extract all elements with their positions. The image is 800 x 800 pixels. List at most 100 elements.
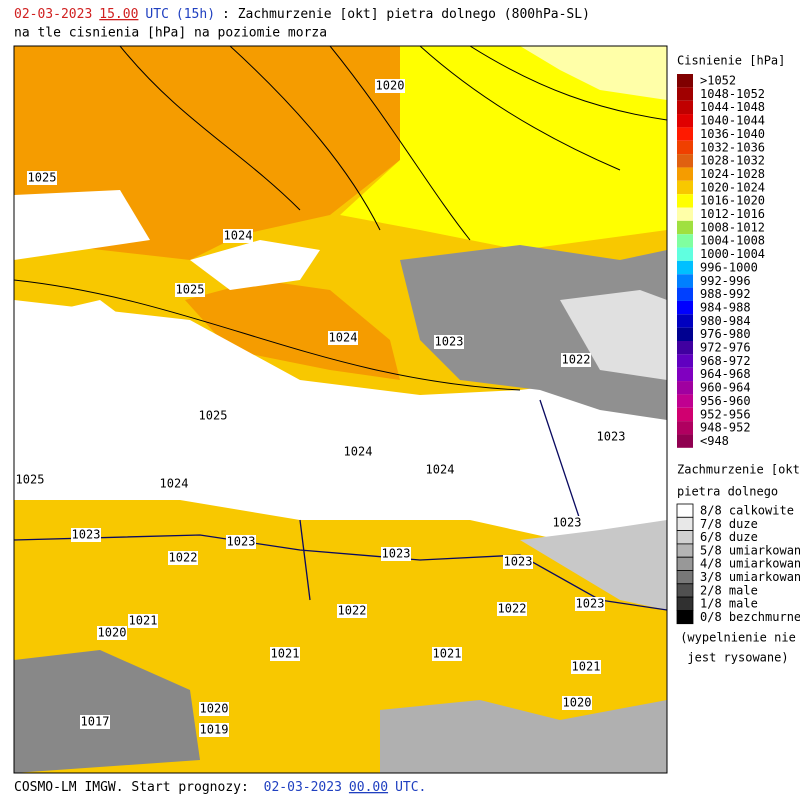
isobar-label-bg xyxy=(198,409,228,423)
text-part: UTC xyxy=(145,7,168,22)
pressure-swatch xyxy=(677,354,693,368)
pressure-legend-label: 1008-1012 xyxy=(700,220,765,234)
pressure-swatch xyxy=(677,234,693,248)
pressure-legend-label: 992-996 xyxy=(700,274,751,288)
isobar-label: 1020 xyxy=(376,79,405,93)
pressure-legend-label: 1044-1048 xyxy=(700,100,765,114)
isobar-label: 1023 xyxy=(72,528,101,542)
text-part: 02-03-2023 xyxy=(14,7,92,22)
pressure-swatch xyxy=(677,167,693,181)
isobar-label-bg xyxy=(199,702,229,716)
isobar-label: 1023 xyxy=(504,555,533,569)
pressure-legend-label: 988-992 xyxy=(700,287,751,301)
isobar-label-bg xyxy=(80,715,110,729)
cloud-legend-label: 6/8 duze xyxy=(700,530,758,544)
isobar-label: 1022 xyxy=(498,602,527,616)
isobar-label: 1025 xyxy=(16,473,45,487)
isobar-label: 1022 xyxy=(169,551,198,565)
cloud-swatch xyxy=(676,503,694,518)
isobar-label-bg xyxy=(425,463,455,477)
cloud-swatch xyxy=(676,556,694,571)
cloud-legend-title: Zachmurzenie [okt] xyxy=(677,463,800,477)
pressure-legend-label: <948 xyxy=(700,434,729,448)
isobar-label-bg xyxy=(337,604,367,618)
isobar-label-bg xyxy=(168,551,198,565)
isobar-label: 1024 xyxy=(344,445,373,459)
pressure-legend-label: 1016-1020 xyxy=(700,194,765,208)
header-subtitle: na tle cisnienia [hPa] na poziomie morza xyxy=(14,26,327,41)
isobar-label-bg xyxy=(503,555,533,569)
isobar-label: 1022 xyxy=(338,604,367,618)
pressure-swatch xyxy=(677,100,693,115)
isobar-label: 1024 xyxy=(224,229,253,243)
isobar-label-bg xyxy=(71,528,101,542)
text-part: (15h) xyxy=(176,7,215,22)
isobar-label-bg xyxy=(15,473,45,487)
isobar-label: 1020 xyxy=(563,696,592,710)
pressure-swatch xyxy=(677,140,693,155)
isobar-label: 1023 xyxy=(553,516,582,530)
isobar-label-bg xyxy=(175,283,205,297)
text-part: 00.00 xyxy=(349,780,388,795)
isobar-label-bg xyxy=(571,660,601,674)
pressure-swatch xyxy=(677,394,693,408)
isobar-label: 1025 xyxy=(199,409,228,423)
pressure-legend-label: 1028-1032 xyxy=(700,154,765,168)
isobar-label: 1024 xyxy=(329,331,358,345)
pressure-legend-label: >1052 xyxy=(700,74,736,88)
isobar-label: 1017 xyxy=(81,715,110,729)
isobar-label: 1021 xyxy=(129,614,158,628)
cloud-swatch xyxy=(676,543,694,558)
text-part: 15.00 xyxy=(99,7,138,22)
isobar-label-bg xyxy=(159,477,189,491)
isobar-label-bg xyxy=(497,602,527,616)
isobar-label: 1025 xyxy=(28,171,57,185)
isobar-label: 1021 xyxy=(572,660,601,674)
pressure-swatch xyxy=(677,287,693,301)
cloud-legend-label: 3/8 umiarkowane xyxy=(700,570,800,584)
footer: COSMO-LM IMGW. Start prognozy: 02-03-202… xyxy=(14,780,426,795)
isobar-label-bg xyxy=(270,647,300,661)
pressure-legend-title: Cisnienie [hPa] xyxy=(677,54,785,68)
isobar-label: 1023 xyxy=(435,335,464,349)
pressure-legend-label: 996-1000 xyxy=(700,260,758,274)
isobar-label-bg xyxy=(226,535,256,549)
pressure-swatch xyxy=(677,207,693,221)
cloud-legend-label: 4/8 umiarkowane xyxy=(700,557,800,571)
isobar-label: 1024 xyxy=(426,463,455,477)
cloud-legend-label: 8/8 calkowite xyxy=(700,504,794,518)
pressure-legend-label: 968-972 xyxy=(700,354,751,368)
isobar-label: 1023 xyxy=(576,597,605,611)
isobar-label-bg xyxy=(381,547,411,561)
pressure-legend-label: 960-964 xyxy=(700,381,751,395)
pressure-legend-label: 1000-1004 xyxy=(700,247,765,261)
isobar-label: 1025 xyxy=(176,283,205,297)
pressure-legend-label: 1048-1052 xyxy=(700,87,765,101)
pressure-swatch xyxy=(677,314,693,328)
map-field xyxy=(14,46,667,773)
isobar-label-bg xyxy=(97,626,127,640)
cloud-legend-label: 0/8 bezchmurne xyxy=(700,610,800,624)
isobar-label: 1023 xyxy=(382,547,411,561)
pressure-legend-label: 1040-1044 xyxy=(700,114,765,128)
text-part: : Zachmurzenie [okt] pietra dolnego (800… xyxy=(222,7,590,22)
pressure-swatch xyxy=(677,114,693,128)
isobar-label-bg xyxy=(575,597,605,611)
pressure-swatch xyxy=(677,127,693,141)
cloud-swatch xyxy=(676,583,694,598)
text-part: 02-03-2023 xyxy=(264,780,342,795)
text-part: COSMO-LM IMGW. Start prognozy: xyxy=(14,780,257,795)
pressure-swatch xyxy=(677,327,693,341)
pressure-legend-label: 1020-1024 xyxy=(700,180,765,194)
header-title: 02-03-2023 15.00 UTC (15h) : Zachmurzenie [o… xyxy=(14,7,590,22)
cloud-legend-label: 5/8 umiarkowane xyxy=(700,543,800,557)
isobar-label: 1024 xyxy=(160,477,189,491)
isobar-label-bg xyxy=(562,696,592,710)
isobar-label-bg xyxy=(561,353,591,367)
pressure-legend-label: 976-980 xyxy=(700,327,751,341)
isobar-label-bg xyxy=(432,647,462,661)
pressure-legend-label: 1004-1008 xyxy=(700,234,765,248)
cloud-legend-label: 1/8 male xyxy=(700,597,758,611)
isobar-label-bg xyxy=(375,79,405,93)
